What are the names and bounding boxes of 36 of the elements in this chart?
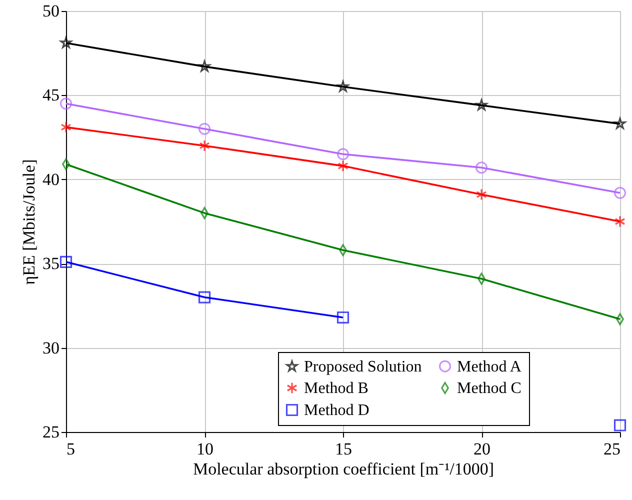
point	[60, 121, 72, 134]
y-tick-label: 40	[42, 170, 60, 189]
legend-label: Method A	[457, 358, 522, 376]
legend-label: Method D	[304, 402, 370, 419]
y-tick-label: 50	[42, 2, 60, 20]
point	[198, 122, 211, 135]
point	[338, 160, 348, 172]
point	[476, 99, 488, 110]
y-tick-label: 30	[42, 338, 60, 358]
point	[60, 256, 72, 268]
legend-label: Method B	[304, 380, 368, 397]
y-tick-label: 35	[42, 254, 60, 274]
point	[614, 215, 626, 228]
point	[475, 162, 488, 174]
x-tick-label: 15	[335, 440, 352, 458]
y-axis-title: ηEE [Mbits/Joule]	[20, 159, 38, 285]
point	[337, 80, 349, 92]
x-tick-label: 25	[604, 440, 620, 458]
legend-label: Proposed Solution	[304, 358, 422, 376]
point	[198, 291, 211, 304]
y-tick-label: 25	[42, 422, 60, 442]
point	[614, 186, 626, 199]
legend-label: Method C	[457, 380, 522, 397]
x-tick-label: 5	[66, 440, 75, 458]
y-tick-label: 45	[42, 86, 60, 105]
point	[60, 98, 72, 110]
point	[336, 311, 350, 324]
point	[614, 419, 626, 432]
x-tick-label: 10	[196, 440, 214, 458]
x-tick-label: 20	[474, 440, 490, 458]
point	[336, 148, 350, 160]
point	[476, 188, 487, 201]
point	[614, 118, 626, 129]
x-axis-title: Molecular absorption coefficient [m⁻¹/1000]	[192, 460, 494, 478]
point	[199, 140, 210, 152]
point	[60, 36, 72, 48]
